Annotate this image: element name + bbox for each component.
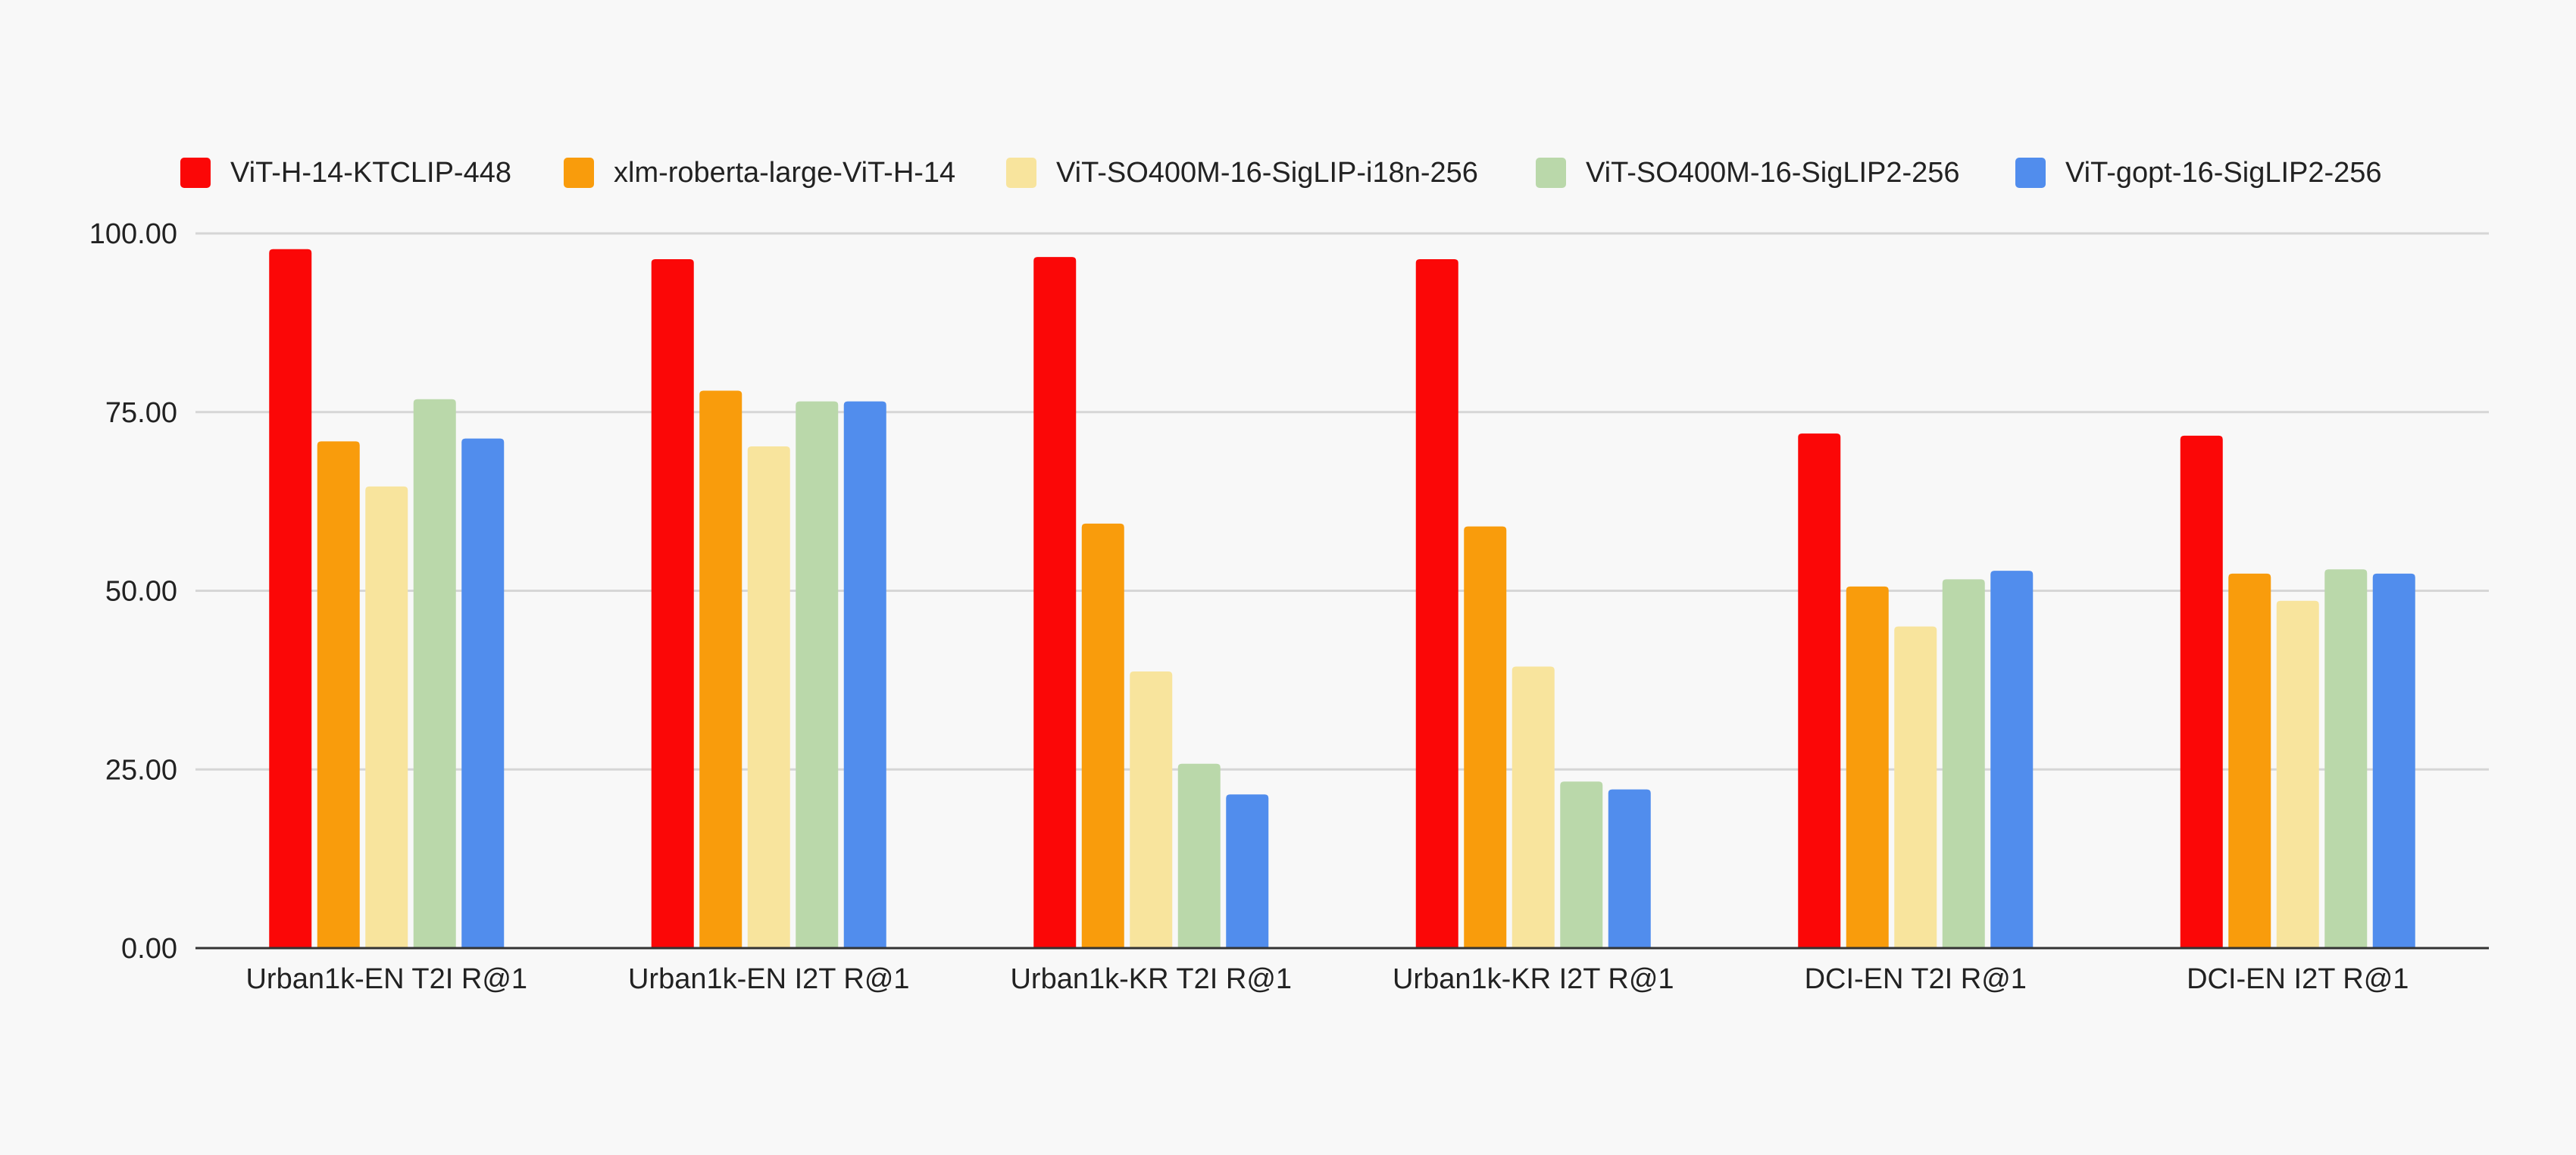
legend-label: xlm-roberta-large-ViT-H-14 bbox=[614, 157, 955, 189]
x-tick-label: Urban1k-KR I2T R@1 bbox=[1393, 963, 1674, 995]
legend-label: ViT-SO400M-16-SigLIP-i18n-256 bbox=[1056, 157, 1478, 189]
bar bbox=[1942, 579, 1985, 948]
x-tick-label: Urban1k-EN I2T R@1 bbox=[628, 963, 910, 995]
gridlines bbox=[195, 232, 2489, 771]
bar bbox=[1894, 626, 1937, 948]
legend-swatch bbox=[2015, 158, 2046, 188]
legend-label: ViT-gopt-16-SigLIP2-256 bbox=[2065, 157, 2382, 189]
bar bbox=[317, 441, 360, 948]
bar bbox=[1081, 523, 1124, 948]
bar bbox=[796, 401, 839, 948]
y-tick-label: 50.00 bbox=[105, 576, 177, 608]
bar bbox=[1415, 258, 1458, 948]
y-axis: 0.00 25.00 50.00 75.00 100.00 bbox=[89, 218, 177, 965]
bar bbox=[1990, 571, 2034, 948]
legend-item: xlm-roberta-large-ViT-H-14 bbox=[564, 157, 955, 189]
bar bbox=[747, 446, 790, 948]
y-tick-label: 100.00 bbox=[89, 218, 177, 250]
bar bbox=[269, 249, 312, 949]
bar bbox=[461, 438, 505, 948]
bar bbox=[1846, 586, 1889, 948]
legend-item: ViT-gopt-16-SigLIP2-256 bbox=[2015, 157, 2382, 189]
bar bbox=[365, 486, 408, 948]
legend-item: ViT-H-14-KTCLIP-448 bbox=[180, 157, 511, 189]
bar bbox=[1226, 794, 1269, 948]
bar bbox=[2180, 435, 2223, 948]
legend: ViT-H-14-KTCLIP-448 xlm-roberta-large-ViT… bbox=[180, 157, 2382, 189]
x-tick-label: DCI-EN T2I R@1 bbox=[1805, 963, 2027, 995]
x-tick-label: DCI-EN I2T R@1 bbox=[2187, 963, 2409, 995]
bar bbox=[699, 390, 742, 948]
bar bbox=[1798, 434, 1841, 948]
bar bbox=[2276, 600, 2319, 948]
bar bbox=[2324, 569, 2368, 948]
x-tick-label: Urban1k-EN T2I R@1 bbox=[245, 963, 527, 995]
legend-swatch bbox=[564, 158, 594, 188]
bar bbox=[1177, 763, 1221, 948]
bar bbox=[2228, 573, 2271, 948]
bar bbox=[1464, 526, 1507, 948]
legend-label: ViT-SO400M-16-SigLIP2-256 bbox=[1586, 157, 1960, 189]
legend-swatch bbox=[1006, 158, 1036, 188]
y-tick-label: 75.00 bbox=[105, 397, 177, 429]
legend-label: ViT-H-14-KTCLIP-448 bbox=[230, 157, 511, 189]
bar bbox=[651, 258, 694, 948]
x-axis: Urban1k-EN T2I R@1 Urban1k-EN I2T R@1 Urba… bbox=[195, 947, 2489, 995]
bar bbox=[1512, 666, 1555, 948]
y-tick-label: 0.00 bbox=[121, 933, 177, 965]
legend-item: ViT-SO400M-16-SigLIP-i18n-256 bbox=[1006, 157, 1478, 189]
bars bbox=[269, 249, 2415, 949]
bar bbox=[1608, 789, 1651, 948]
bar bbox=[843, 401, 886, 948]
bar bbox=[1033, 257, 1077, 948]
x-tick-label: Urban1k-KR T2I R@1 bbox=[1010, 963, 1292, 995]
bar bbox=[1560, 781, 1603, 948]
bar bbox=[413, 399, 456, 948]
legend-swatch bbox=[180, 158, 211, 188]
y-tick-label: 25.00 bbox=[105, 754, 177, 786]
bar bbox=[1130, 671, 1173, 948]
legend-item: ViT-SO400M-16-SigLIP2-256 bbox=[1536, 157, 1960, 189]
bar bbox=[2372, 573, 2415, 948]
legend-swatch bbox=[1536, 158, 1566, 188]
